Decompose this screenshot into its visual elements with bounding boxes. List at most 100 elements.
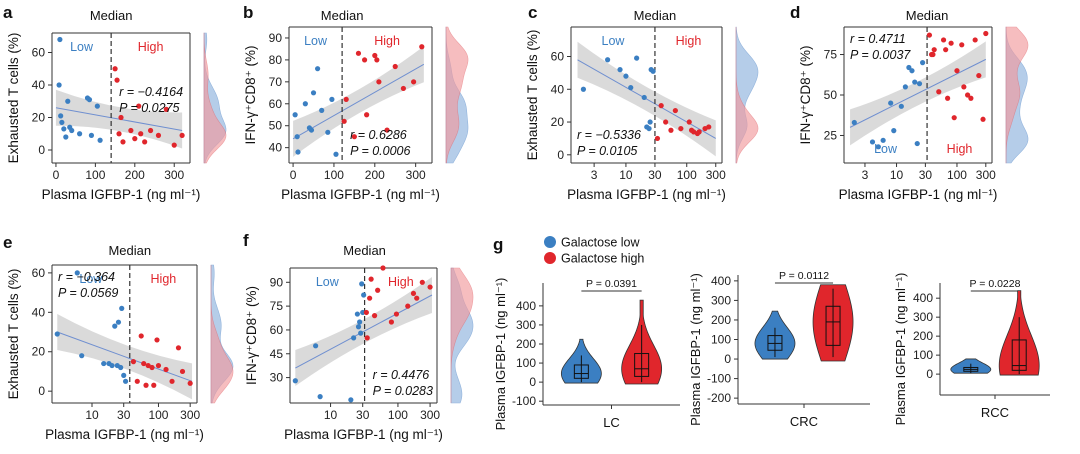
y-axis-label: Plasma IGFBP-1 (ng ml⁻¹) [688,273,703,426]
data-point-high [130,359,137,365]
group-name: LC [603,415,620,430]
x-axis-label: Plasma IGFBP-1 (ng ml⁻¹) [45,427,204,442]
data-point-high [351,134,357,140]
data-point-high [943,47,949,53]
violin-group-CRC: -200 -100 0 100 200 300 400 Plasma IGFBP-1 (ng … [688,270,870,429]
fit-line [849,58,987,128]
y-tick-label: 50 [269,119,283,133]
y-axis-label: Plasma IGFBP-1 (ng ml⁻¹) [493,278,508,431]
density-high [735,27,759,164]
data-point-low [112,323,118,329]
data-point-high [980,116,986,122]
data-point-low [891,128,897,134]
x-tick-label: 30 [648,168,662,182]
y-tick-label: 100 [711,333,731,347]
x-tick-label: 3 [591,168,598,182]
data-point-low [888,100,894,106]
legend-label-high: Galactose high [561,252,644,266]
data-point-high [374,57,380,63]
y-tick-label: 400 [516,299,536,313]
stat-label: r = 0.4711 [850,32,906,46]
high-group-label: High [138,40,164,54]
x-tick-label: 300 [406,168,426,182]
data-point-high [367,295,373,301]
y-tick-label: 100 [516,356,536,370]
chart-title: Median [321,8,364,23]
data-point-high [380,265,386,271]
x-tick-label: 100 [388,408,408,422]
data-point-low [920,60,926,66]
y-tick-label: 400 [913,291,933,305]
data-point-high [142,139,148,145]
data-point-low [294,134,300,140]
x-tick-label: 100 [324,168,344,182]
x-tick-label: 100 [677,168,697,182]
y-axis-label: Exhausted T cells (%) [6,269,21,400]
violin-group-RCC: 0 100 200 300 400 Plasma IGFBP-1 (ng ml⁻¹) RCC… [893,273,1050,425]
data-point-low [121,372,127,378]
panel-label: a [3,3,13,22]
data-point-low [361,292,367,298]
data-point-low [355,324,362,330]
data-point-high [384,127,390,133]
data-point-low [57,36,63,43]
density-high [445,26,469,164]
data-point-low [94,103,100,109]
data-point-low [875,144,881,150]
stat-label: P = 0.0006 [350,144,410,158]
chart-title: Median [343,243,386,258]
data-point-high [363,309,369,316]
data-point-high [179,132,185,138]
data-point-low [914,140,920,147]
data-point-high [972,37,978,43]
data-point-low [302,101,308,107]
fit-line [292,63,425,140]
y-tick-label: 60 [269,97,283,111]
y-tick-label: 200 [516,337,536,351]
stat-label: r = 0.4476 [373,368,430,382]
data-point-high [936,89,942,95]
x-tick-label: 300 [180,408,200,422]
high-box [634,353,650,377]
data-point-high [145,362,151,369]
data-point-low [909,68,915,74]
data-point-low [313,343,319,349]
y-tick-label: 75 [824,48,838,62]
data-point-low [310,90,317,96]
data-point-low [122,378,129,384]
y-tick-label: -100 [512,394,536,408]
panel-c: c Median 3 10 30 100 300 0 20 40 60 Plasma IGFBP-1 … [525,3,759,202]
y-tick-label: 20 [551,115,565,129]
high-group-label: High [676,34,702,48]
data-point-low [109,362,115,369]
data-point-low [54,331,60,337]
density-high [1005,26,1029,164]
x-tick-label: 100 [85,168,105,182]
data-point-low [292,112,298,118]
panel-f: f Median 10 30 100 300 30 45 60 75 90 Plasma IGFBP-… [243,231,474,442]
legend-marker-high [544,252,556,264]
panel-b: b Median 0 100 200 300 40 50 60 70 80 90 Plasma IGFB… [243,3,469,202]
x-axis-label: Plasma IGFBP-1 (ng ml⁻¹) [281,187,440,202]
x-axis-label: Plasma IGFBP-1 (ng ml⁻¹) [42,187,201,202]
data-point-high [959,42,965,48]
data-point-low [351,335,357,341]
x-tick-label: 200 [365,168,385,182]
data-point-high [931,47,937,53]
data-point-high [355,50,362,56]
data-point-high [968,95,974,101]
y-tick-label: 0 [38,143,45,157]
data-point-high [945,95,951,101]
low-group-label: Low [304,34,328,48]
y-tick-label: 400 [711,274,731,288]
y-tick-label: 50 [824,88,838,102]
data-point-low [308,127,315,133]
group-name: RCC [981,405,1009,420]
fit-line [57,331,193,382]
x-axis-label: Plasma IGFBP-1 (ng ml⁻¹) [284,427,443,442]
legend-marker-low [544,236,556,248]
y-axis-label: IFN-γ⁺CD8⁺ (%) [243,46,258,145]
stat-label: r = −0.364 [58,270,115,284]
data-point-high [393,311,400,317]
data-point-high [388,319,395,325]
